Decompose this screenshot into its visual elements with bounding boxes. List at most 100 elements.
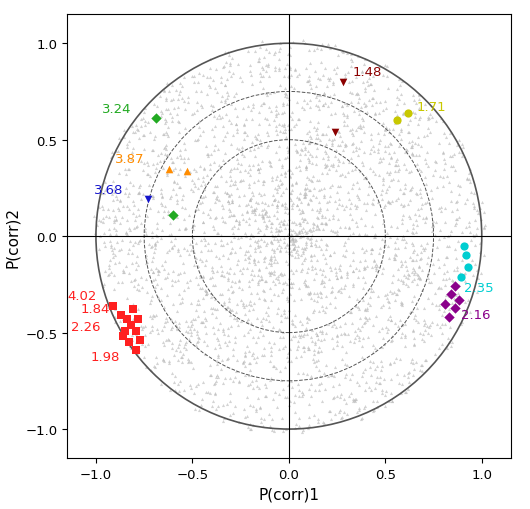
Point	[235, 74, 244, 82]
Point	[299, 330, 308, 338]
Point	[233, 301, 241, 309]
Point	[298, 224, 307, 233]
Point	[460, 271, 469, 279]
Point	[408, 229, 416, 237]
Point	[285, 216, 293, 224]
Point	[225, 411, 234, 419]
Point	[277, 269, 285, 277]
Point	[413, 271, 421, 279]
Point	[436, 227, 444, 235]
Point	[340, 241, 349, 249]
Point	[185, 250, 193, 259]
Point	[252, 358, 260, 366]
Point	[184, 358, 193, 366]
Point	[307, 135, 315, 143]
Point	[351, 147, 360, 155]
Point	[445, 274, 453, 282]
Point	[476, 205, 484, 213]
Point	[186, 240, 194, 248]
Point	[260, 296, 269, 304]
Point	[300, 105, 308, 114]
Point	[197, 401, 205, 409]
Point	[415, 165, 423, 174]
Point	[299, 257, 308, 265]
Point	[91, 230, 100, 238]
Point	[316, 347, 325, 355]
Point	[284, 261, 293, 269]
Point	[161, 274, 170, 282]
Point	[276, 180, 285, 188]
Point	[275, 184, 283, 192]
Point	[416, 190, 425, 198]
Point	[439, 275, 447, 284]
Point	[246, 172, 254, 180]
Point	[239, 120, 248, 128]
Point	[341, 100, 349, 108]
Point	[381, 62, 390, 70]
Point	[338, 413, 346, 421]
Point	[370, 170, 379, 178]
Point	[352, 218, 361, 227]
Point	[192, 88, 201, 96]
Point	[316, 265, 325, 273]
Point	[220, 63, 228, 71]
Point	[220, 81, 229, 90]
Point	[327, 289, 335, 297]
Point	[255, 58, 263, 66]
Point	[341, 203, 350, 211]
Point	[267, 269, 276, 277]
Point	[363, 108, 371, 117]
Point	[137, 116, 146, 124]
Point	[467, 257, 476, 265]
Point	[123, 141, 131, 149]
Point	[163, 317, 171, 325]
Point	[307, 251, 315, 259]
Point	[273, 231, 282, 239]
Point	[333, 142, 342, 150]
Point	[226, 398, 234, 406]
Point	[159, 164, 167, 173]
Point	[294, 342, 302, 350]
Point	[470, 233, 478, 241]
Point	[219, 301, 228, 309]
Point	[229, 288, 237, 296]
Point	[290, 244, 298, 252]
Point	[462, 252, 471, 260]
Point	[121, 229, 130, 237]
Point	[266, 284, 275, 292]
Point	[253, 177, 262, 185]
Point	[172, 197, 181, 205]
Point	[279, 333, 287, 342]
Point	[253, 382, 261, 390]
Point	[119, 316, 127, 324]
Point	[226, 191, 235, 199]
Point	[284, 122, 292, 130]
Point	[267, 343, 275, 351]
Point	[197, 318, 206, 326]
Point	[382, 63, 391, 71]
Point	[298, 249, 307, 258]
Point	[218, 356, 226, 364]
Point	[363, 263, 371, 271]
Point	[320, 335, 328, 344]
Point	[116, 317, 124, 325]
Point	[98, 190, 106, 198]
Point	[308, 178, 316, 186]
Point	[173, 213, 181, 221]
Point	[104, 270, 113, 278]
Point	[193, 334, 202, 342]
Point	[404, 270, 412, 278]
Point	[361, 305, 369, 314]
Point	[238, 78, 247, 86]
Point	[217, 271, 226, 279]
Point	[244, 300, 253, 308]
Point	[306, 195, 314, 204]
Point	[199, 165, 208, 173]
Point	[201, 290, 210, 298]
Point	[440, 269, 448, 277]
Point	[312, 362, 321, 370]
Point	[320, 194, 329, 202]
Point	[410, 292, 419, 300]
Point	[160, 157, 169, 165]
Point	[464, 252, 473, 260]
